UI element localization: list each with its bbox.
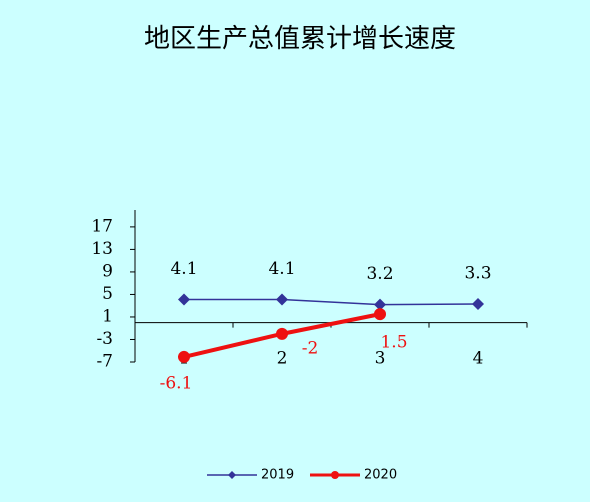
y-tick-label: 1 <box>102 306 113 326</box>
chart-title: 地区生产总值累计增长速度 <box>144 24 456 54</box>
legend-marker <box>331 471 339 479</box>
data-label: 4.1 <box>170 259 197 279</box>
marker <box>276 293 288 306</box>
data-label: 3.3 <box>464 264 491 284</box>
data-label: -2 <box>302 338 319 358</box>
legend-label: 2019 <box>261 468 294 483</box>
x-tick-label: 4 <box>473 349 484 369</box>
marker <box>472 298 484 311</box>
data-label: 3.2 <box>366 264 393 284</box>
marker <box>178 293 190 306</box>
marker <box>178 350 190 363</box>
y-tick-label: -7 <box>96 352 113 372</box>
marker <box>374 308 386 321</box>
data-label: 1.5 <box>380 333 407 353</box>
marker <box>276 327 288 340</box>
data-label: -6.1 <box>160 373 193 393</box>
data-label: 4.1 <box>268 259 295 279</box>
y-tick-label: 13 <box>91 239 113 259</box>
legend-label: 2020 <box>364 468 397 483</box>
y-tick-label: 17 <box>91 216 113 236</box>
x-tick-label: 3 <box>375 349 386 369</box>
y-tick-label: 9 <box>102 261 113 281</box>
marker <box>374 298 386 311</box>
x-tick-label: 2 <box>277 349 288 369</box>
legend-marker <box>228 471 236 479</box>
series-line <box>184 298 479 306</box>
y-tick-label: 5 <box>102 284 113 304</box>
y-tick-label: -3 <box>96 329 113 349</box>
